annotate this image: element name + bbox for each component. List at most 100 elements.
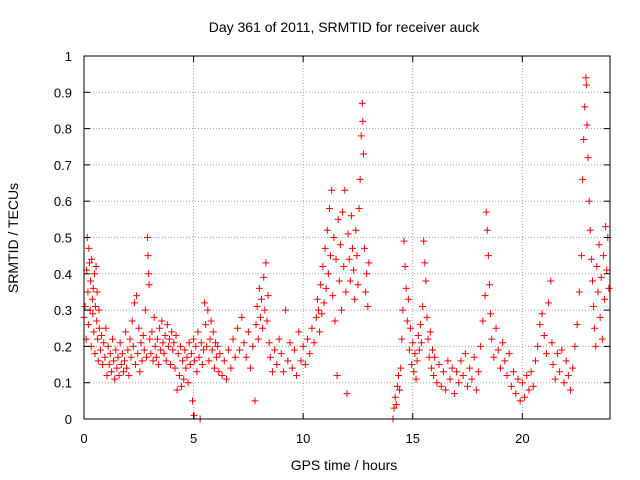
data-point: [84, 321, 92, 329]
y-tick-label: 0.3: [54, 303, 72, 318]
data-point: [418, 339, 426, 347]
data-point: [592, 342, 600, 350]
data-point: [339, 208, 347, 216]
data-point: [344, 230, 352, 238]
data-point: [479, 317, 487, 325]
data-point: [444, 357, 452, 365]
data-point: [149, 357, 157, 365]
data-point: [174, 350, 182, 358]
data-point: [413, 357, 421, 365]
data-point: [90, 328, 98, 336]
data-point: [391, 393, 399, 401]
data-point: [152, 353, 160, 361]
data-point: [597, 273, 605, 281]
data-point: [201, 299, 209, 307]
data-point: [594, 288, 602, 296]
data-point: [124, 346, 132, 354]
data-point: [167, 361, 175, 369]
data-point: [322, 284, 330, 292]
data-point: [308, 324, 316, 332]
data-point: [88, 295, 96, 303]
data-point: [95, 324, 103, 332]
data-point: [538, 310, 546, 318]
data-point: [147, 350, 155, 358]
data-point: [578, 252, 586, 260]
data-point: [414, 332, 422, 340]
data-point: [209, 328, 217, 336]
data-point: [242, 353, 250, 361]
data-point: [148, 328, 156, 336]
data-point: [584, 154, 592, 162]
data-point: [216, 350, 224, 358]
data-point: [99, 361, 107, 369]
data-point: [179, 357, 187, 365]
data-point: [341, 186, 349, 194]
data-point: [231, 353, 239, 361]
data-point: [455, 379, 463, 387]
data-point: [549, 361, 557, 369]
data-point: [93, 317, 101, 325]
data-point: [575, 288, 583, 296]
data-point: [244, 328, 252, 336]
data-point: [359, 150, 367, 158]
data-point: [505, 350, 513, 358]
data-point: [351, 295, 359, 303]
data-point: [98, 332, 106, 340]
data-point: [249, 342, 257, 350]
x-tick-label: 15: [406, 431, 420, 446]
data-point: [165, 335, 173, 343]
data-point: [240, 339, 248, 347]
data-point: [331, 317, 339, 325]
data-point: [162, 357, 170, 365]
data-point: [126, 335, 134, 343]
data-point: [108, 335, 116, 343]
data-point: [279, 368, 287, 376]
data-point: [315, 306, 323, 314]
data-point: [536, 321, 544, 329]
data-point: [266, 353, 274, 361]
data-point: [402, 284, 410, 292]
data-point: [562, 357, 570, 365]
data-point: [335, 277, 343, 285]
data-point: [197, 339, 205, 347]
data-point: [116, 339, 124, 347]
data-point: [358, 99, 366, 107]
data-point: [328, 186, 336, 194]
data-point: [593, 263, 601, 271]
data-point: [421, 259, 429, 267]
y-tick-label: 0.1: [54, 376, 72, 391]
data-point: [218, 371, 226, 379]
data-point: [175, 371, 183, 379]
data-point: [459, 371, 467, 379]
data-point: [202, 321, 210, 329]
data-point: [253, 302, 261, 310]
data-point: [227, 364, 235, 372]
data-point: [238, 313, 246, 321]
data-point: [212, 339, 219, 347]
data-point: [159, 339, 167, 347]
data-point: [91, 350, 99, 358]
data-point: [158, 317, 166, 325]
data-point: [110, 357, 118, 365]
data-point: [401, 263, 409, 271]
data-point: [122, 328, 130, 336]
data-point: [490, 353, 498, 361]
data-point: [342, 288, 350, 296]
data-point: [113, 364, 121, 372]
data-point: [545, 299, 553, 307]
data-point: [115, 371, 123, 379]
data-point: [352, 226, 360, 234]
x-tick-label: 5: [190, 431, 197, 446]
data-point: [430, 371, 438, 379]
data-point: [160, 350, 168, 358]
data-point: [573, 321, 581, 329]
data-point: [184, 379, 192, 387]
data-point: [286, 339, 294, 347]
data-point: [208, 346, 216, 354]
data-point: [325, 204, 333, 212]
data-point: [320, 299, 328, 307]
data-point: [138, 357, 146, 365]
data-point: [567, 386, 575, 394]
data-point: [191, 357, 199, 365]
